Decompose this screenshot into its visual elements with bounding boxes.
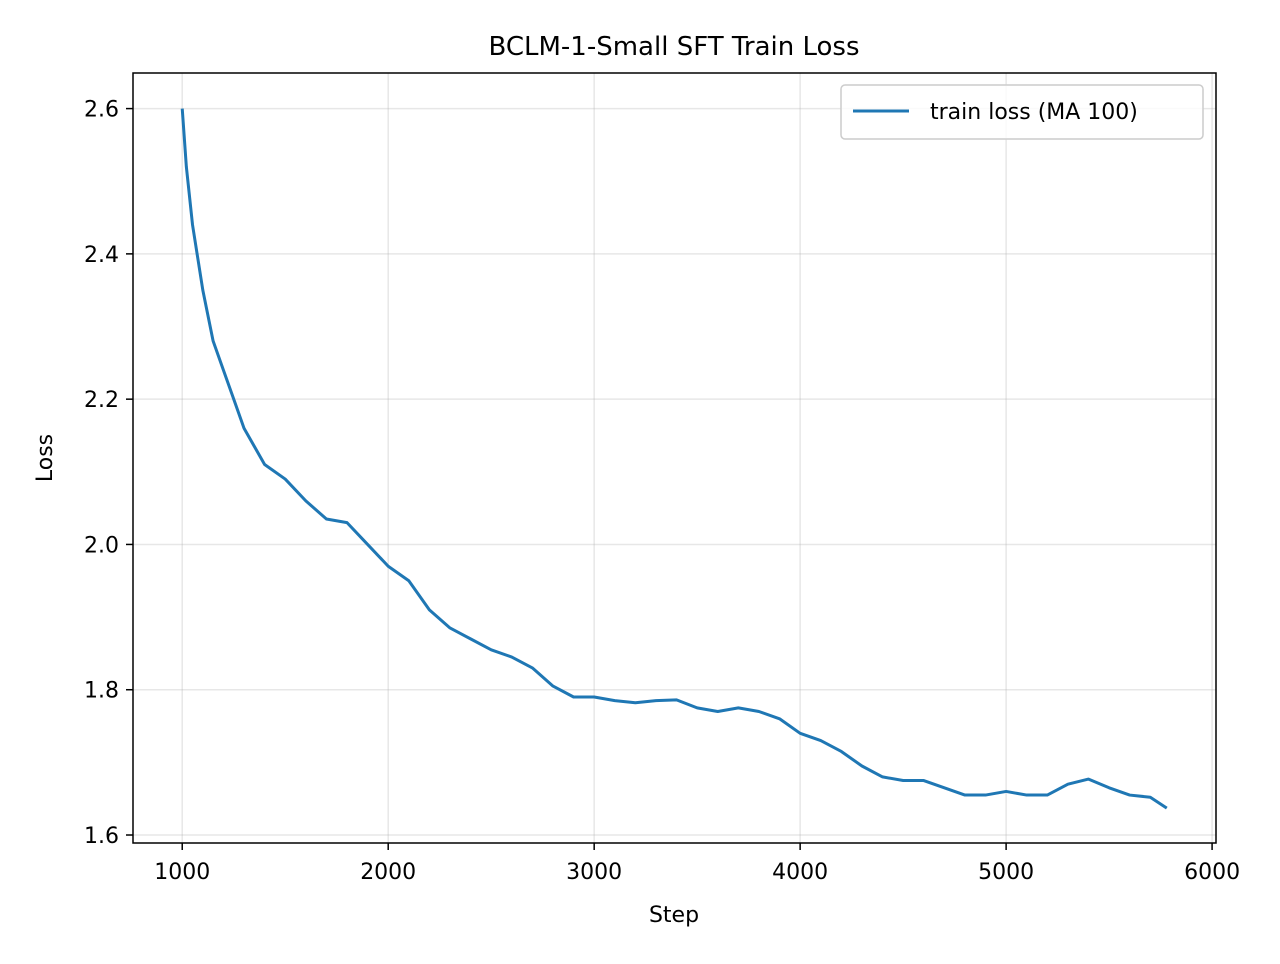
y-tick-label: 1.8 (84, 679, 119, 704)
x-tick-label: 4000 (772, 860, 828, 885)
chart-title: BCLM-1-Small SFT Train Loss (488, 32, 859, 62)
y-tick-label: 2.4 (84, 243, 119, 268)
y-axis-label: Loss (33, 434, 58, 482)
legend-box (840, 84, 1204, 140)
loss-line (180, 108, 1168, 810)
legend-label: train loss (MA 100) (930, 100, 1138, 125)
x-tick-label: 1000 (154, 860, 210, 885)
x-tick-label: 6000 (1184, 860, 1240, 885)
legend: train loss (MA 100) (840, 84, 1204, 140)
y-tick-label: 2.0 (84, 533, 119, 558)
x-tick-label: 5000 (978, 860, 1034, 885)
y-tick-label: 1.6 (84, 824, 119, 849)
x-tick-label: 2000 (360, 860, 416, 885)
y-tick-label: 2.2 (84, 388, 119, 413)
x-axis-label: Step (649, 903, 699, 928)
plot-frame (132, 72, 1217, 844)
x-tick-label: 3000 (566, 860, 622, 885)
y-tick-label: 2.6 (84, 98, 119, 123)
